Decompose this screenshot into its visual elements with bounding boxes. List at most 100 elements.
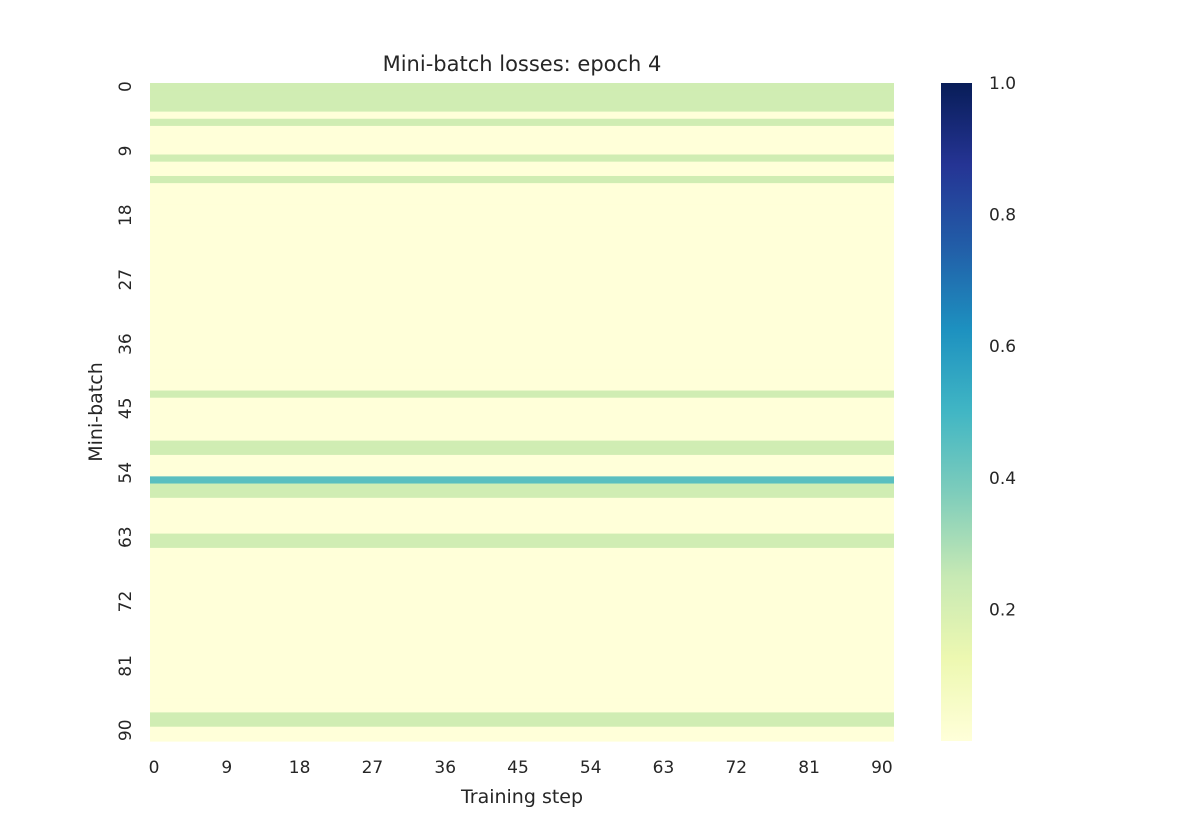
x-tick-label: 27 — [362, 758, 384, 778]
heatmap-row-74 — [150, 612, 894, 621]
y-tick-label: 54 — [116, 462, 136, 484]
x-tick-label: 45 — [507, 758, 529, 778]
heatmap-row-86 — [150, 698, 894, 706]
colorbar-tick-label: 0.2 — [989, 600, 1016, 620]
heatmap-row-24 — [150, 254, 894, 263]
heatmap-row-1 — [150, 90, 894, 98]
colorbar-tick-label: 0.6 — [989, 337, 1016, 357]
heatmap-row-88 — [150, 712, 894, 721]
x-tick-labels: 0 9 18 27 36 45 54 63 72 81 90 — [149, 758, 893, 778]
heatmap-row-49 — [150, 433, 894, 442]
heatmap-row-19 — [150, 218, 894, 227]
heatmap-row-9 — [150, 147, 894, 156]
heatmap-row-7 — [150, 133, 894, 141]
heatmap-row-89 — [150, 719, 894, 728]
heatmap-row-25 — [150, 261, 894, 270]
heatmap-row-46 — [150, 412, 894, 420]
y-tick-label: 18 — [116, 204, 136, 226]
heatmap-row-67 — [150, 562, 894, 570]
heatmap-row-47 — [150, 419, 894, 427]
heatmap-row-12 — [150, 168, 894, 177]
heatmap-row-4 — [150, 111, 894, 120]
heatmap-row-34 — [150, 326, 894, 334]
x-tick-label: 72 — [725, 758, 747, 778]
heatmap-row-23 — [150, 247, 894, 256]
y-tick-labels: 0 9 18 27 36 45 54 63 72 81 90 — [116, 81, 136, 741]
x-tick-label: 18 — [289, 758, 311, 778]
heatmap-row-29 — [150, 290, 894, 299]
x-tick-label: 9 — [221, 758, 232, 778]
y-tick-label: 90 — [116, 719, 136, 741]
heatmap-row-5 — [150, 118, 894, 127]
heatmap-row-2 — [150, 97, 894, 106]
heatmap-row-6 — [150, 125, 894, 134]
heatmap-row-44 — [150, 397, 894, 406]
heatmap-row-36 — [150, 340, 894, 349]
heatmap-row-80 — [150, 655, 894, 663]
heatmap-row-76 — [150, 626, 894, 635]
heatmap-row-57 — [150, 490, 894, 499]
y-tick-label: 0 — [116, 81, 136, 92]
x-tick-label: 63 — [653, 758, 675, 778]
colorbar-tick-label: 0.8 — [989, 206, 1016, 226]
heatmap-row-71 — [150, 590, 894, 599]
heatmap-row-83 — [150, 676, 894, 685]
heatmap-row-59 — [150, 504, 894, 513]
y-tick-label: 72 — [116, 591, 136, 613]
heatmap-row-14 — [150, 183, 894, 191]
heatmap-row-33 — [150, 319, 894, 327]
heatmap-row-18 — [150, 211, 894, 220]
heatmap-row-73 — [150, 605, 894, 613]
heatmap-row-28 — [150, 283, 894, 292]
x-tick-label: 0 — [149, 758, 160, 778]
heatmap-row-42 — [150, 383, 894, 392]
heatmap-row-35 — [150, 333, 894, 342]
heatmap-row-70 — [150, 583, 894, 592]
heatmap-row-56 — [150, 483, 894, 492]
heatmap-row-13 — [150, 175, 894, 184]
heatmap-row-64 — [150, 540, 894, 549]
heatmap-row-10 — [150, 154, 894, 163]
heatmap-row-48 — [150, 426, 894, 435]
heatmap-row-53 — [150, 462, 894, 470]
heatmap-row-31 — [150, 304, 894, 313]
heatmap-row-90 — [150, 726, 894, 735]
heatmap-row-37 — [150, 347, 894, 356]
heatmap-row-40 — [150, 369, 894, 377]
heatmap-row-43 — [150, 390, 894, 399]
heatmap-row-69 — [150, 576, 894, 585]
heatmap-row-11 — [150, 161, 894, 170]
heatmap-row-75 — [150, 619, 894, 628]
heatmap-row-22 — [150, 240, 894, 249]
heatmap-row-8 — [150, 140, 894, 148]
heatmap-row-41 — [150, 376, 894, 384]
heatmap-row-55 — [150, 476, 894, 485]
heatmap-row-39 — [150, 361, 894, 370]
y-tick-label: 63 — [116, 526, 136, 548]
heatmap-row-82 — [150, 669, 894, 678]
heatmap-row-61 — [150, 519, 894, 528]
heatmap-row-79 — [150, 648, 894, 656]
heatmap-row-38 — [150, 354, 894, 363]
heatmap-row-26 — [150, 268, 894, 277]
y-tick-label: 27 — [116, 269, 136, 291]
colorbar-tick-labels: 1.0 0.8 0.6 0.4 0.2 — [989, 74, 1016, 620]
heatmap-row-3 — [150, 104, 894, 113]
heatmap-row-50 — [150, 440, 894, 449]
chart-title: Mini-batch losses: epoch 4 — [383, 52, 662, 76]
heatmap-row-52 — [150, 454, 894, 463]
x-tick-label: 36 — [434, 758, 456, 778]
heatmap-row-78 — [150, 640, 894, 649]
y-tick-label: 36 — [116, 333, 136, 355]
heatmap-row-58 — [150, 497, 894, 506]
heatmap-row-72 — [150, 597, 894, 606]
heatmap-row-77 — [150, 633, 894, 642]
heatmap-row-0 — [150, 83, 894, 91]
heatmap-row-21 — [150, 233, 894, 241]
heatmap-row-84 — [150, 683, 894, 692]
heatmap-row-27 — [150, 276, 894, 284]
heatmap-row-51 — [150, 447, 894, 456]
x-axis-label: Training step — [460, 786, 583, 808]
x-tick-label: 54 — [580, 758, 602, 778]
